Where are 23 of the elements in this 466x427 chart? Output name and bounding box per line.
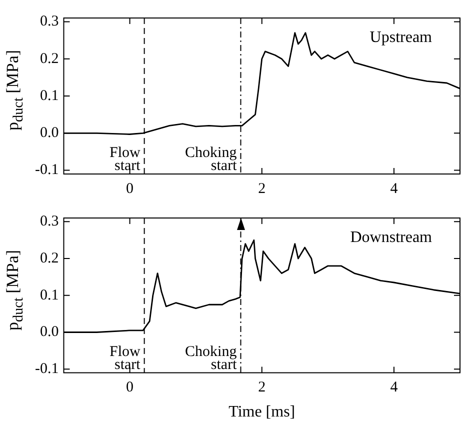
x-tick-label: 4 [390, 380, 398, 396]
x-tick-label: 0 [126, 380, 134, 396]
y-tick-label: 0.3 [40, 214, 59, 230]
y-tick-label: 0.2 [40, 50, 59, 67]
y-tick-label: -0.1 [34, 162, 59, 178]
annotation: Downstream [350, 229, 433, 246]
y-tick-label: 0.1 [40, 287, 59, 304]
x-tick-label: 2 [258, 180, 266, 197]
y-tick-label: 0.0 [40, 125, 59, 142]
annotation: Upstream [370, 29, 433, 46]
x-tick-label: 4 [390, 180, 398, 197]
x-tick-label: 2 [258, 380, 266, 396]
x-tick-label: 0 [126, 180, 134, 197]
y-tick-label: 0.1 [40, 88, 59, 104]
x-axis-title: Time [ms] [228, 404, 296, 421]
y-tick-label: -0.1 [34, 361, 59, 378]
ref-line-label: Flow start [109, 344, 142, 373]
ref-line-label: Choking start [185, 145, 238, 174]
ref-line-label: Flow start [109, 145, 142, 174]
y-tick-label: 0.0 [40, 324, 59, 340]
y-tick-label: 0.3 [40, 14, 59, 30]
y-tick-label: 0.2 [40, 250, 59, 266]
ref-line-label: Choking start [185, 344, 238, 373]
